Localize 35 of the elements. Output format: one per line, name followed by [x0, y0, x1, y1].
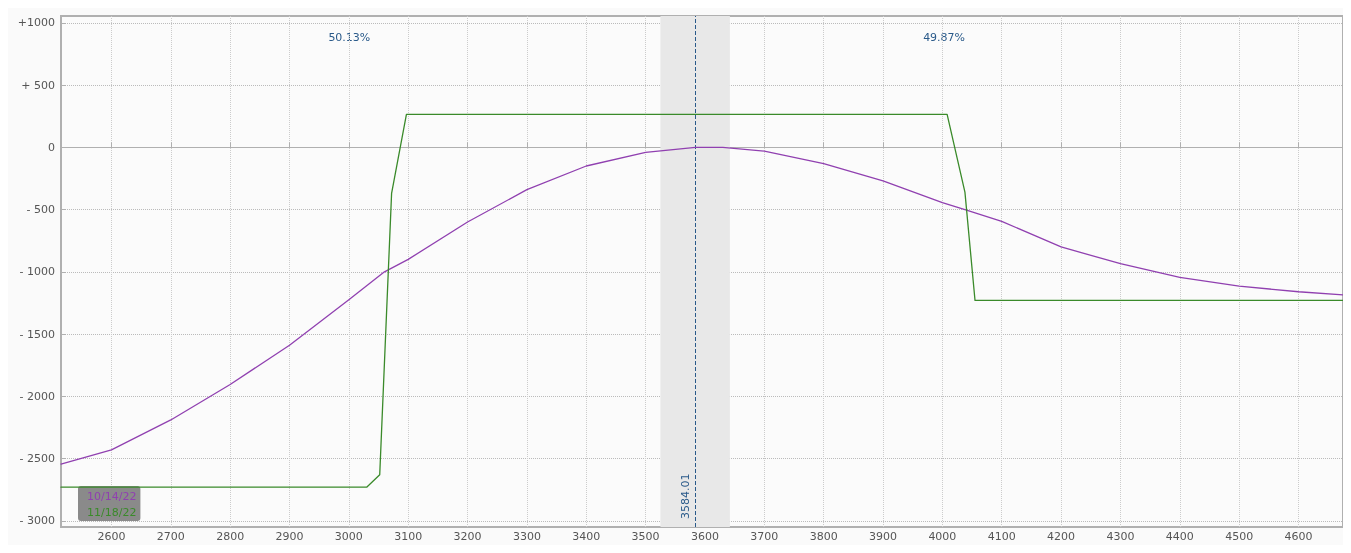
x-tick-label: 3600	[690, 530, 719, 543]
x-tick-label: 4100	[987, 530, 1016, 543]
x-tick-label: 3700	[750, 530, 779, 543]
ref-line-label: 3584.01	[679, 473, 693, 519]
text: 10/14/22	[87, 489, 137, 503]
x-tick-label: 3500	[631, 530, 660, 543]
x-tick-label: 3200	[453, 530, 482, 543]
x-tick-label: 3100	[394, 530, 423, 543]
y-tick-label: - 2000	[19, 389, 55, 403]
y-tick-label: - 3000	[19, 514, 55, 528]
x-tick-label: 4300	[1106, 530, 1135, 543]
y-tick-label: - 1000	[19, 265, 55, 279]
y-tick-label: +1000	[17, 16, 55, 30]
x-tick-label: 3400	[572, 530, 601, 543]
annotation: 50.13%	[328, 31, 371, 44]
y-tick-label: - 2500	[19, 452, 55, 466]
x-tick-label: 4000	[928, 530, 957, 543]
x-tick-label: 3900	[869, 530, 898, 543]
x-tick-label: 3300	[512, 530, 541, 543]
y-tick-label: - 500	[26, 203, 55, 217]
x-tick-label: 2800	[216, 530, 245, 543]
y-tick-label: + 500	[21, 78, 55, 92]
x-tick-label: 3000	[334, 530, 363, 543]
x-tick-label: 2900	[275, 530, 304, 543]
y-tick-label: 0	[48, 140, 55, 154]
x-tick-label: 2600	[97, 530, 126, 543]
x-tick-label: 4500	[1225, 530, 1254, 543]
series-label: 11/18/22	[87, 506, 137, 519]
y-tick-label: - 1500	[19, 327, 55, 341]
x-tick-label: 4200	[1047, 530, 1076, 543]
x-tick-label: 2700	[156, 530, 185, 543]
x-tick-label: 4600	[1284, 530, 1313, 543]
x-tick-label: 4400	[1165, 530, 1194, 543]
x-tick-label: 3800	[809, 530, 838, 543]
annotation: 49.87%	[923, 31, 966, 44]
